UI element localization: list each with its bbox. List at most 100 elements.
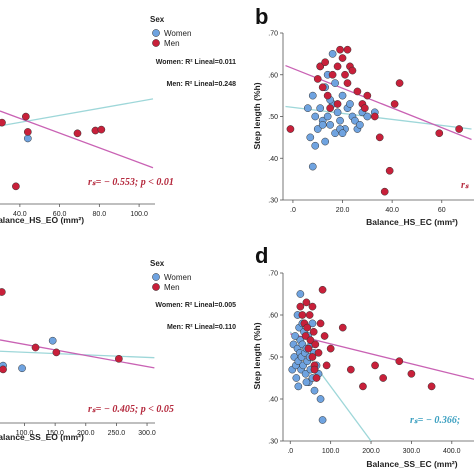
x-tick-label: 100.0: [130, 211, 148, 218]
women-point: [356, 121, 364, 129]
legend-marker-men: [152, 39, 160, 47]
legend-label-men: Men: [164, 39, 180, 48]
legend-marker-women: [152, 29, 160, 37]
men-point: [379, 374, 387, 382]
men-point: [73, 129, 82, 138]
y-tick-label: .60: [268, 313, 278, 320]
women-point: [318, 416, 327, 424]
men-point: [353, 87, 362, 96]
plot-area: [288, 285, 474, 441]
women-point: [351, 116, 359, 125]
legend-label-women: Women: [164, 273, 191, 282]
women-point: [363, 112, 372, 121]
men-point: [303, 323, 312, 332]
men-point: [313, 75, 322, 83]
x-tick-label: 400.0: [443, 448, 461, 455]
men-point: [333, 62, 342, 71]
men-point: [318, 83, 327, 92]
men-point: [395, 357, 404, 366]
men-point: [338, 54, 347, 62]
women-point: [310, 386, 319, 395]
chart-panel-2: .0 20.0 40.0 60 .30 .40 .50 .60 .70 Balance_HS_EC…: [252, 4, 474, 227]
r2-women: Women: R² Lineal=0.011: [156, 59, 236, 66]
x-tick-label: 200.0: [362, 448, 380, 455]
women-point: [311, 141, 320, 150]
x-axis-label: Balance_HS_EO (mm²): [0, 215, 84, 225]
y-tick-label: .50: [268, 355, 278, 362]
plot-area: [0, 288, 155, 374]
men-point: [296, 302, 305, 311]
men-point: [0, 365, 7, 374]
women-point: [308, 319, 317, 328]
men-point: [326, 344, 335, 353]
correlation-annotation: rₛ= − 0.366;: [410, 415, 460, 426]
men-point: [115, 354, 123, 363]
men-point: [343, 45, 352, 54]
men-point: [304, 344, 313, 353]
men-point: [333, 100, 342, 108]
y-tick-label: .30: [268, 198, 278, 205]
women-point: [291, 332, 299, 340]
y-tick-label: .40: [268, 397, 278, 404]
y-tick-label: .60: [268, 72, 278, 79]
y-tick-label: .70: [268, 271, 278, 278]
men-point: [23, 128, 32, 136]
men-point: [336, 45, 344, 54]
men-point: [309, 327, 318, 336]
x-axis-label: Balance_SS_EC (mm²): [366, 459, 457, 469]
r2-men: Men: R² Lineal=0.248: [167, 81, 237, 88]
x-tick-label: 300.0: [403, 448, 421, 455]
men-point: [375, 133, 384, 142]
men-point: [31, 343, 40, 352]
x-tick-label: 40.0: [13, 211, 27, 218]
x-axis-label: Balance_HS_EC (mm²): [366, 217, 458, 227]
women-point: [308, 91, 317, 100]
men-point: [12, 182, 20, 191]
women-point: [338, 129, 347, 138]
men-point: [316, 319, 325, 328]
panel-letter: b: [255, 4, 268, 29]
men-point: [306, 336, 315, 345]
men-point: [385, 166, 394, 175]
men-point: [301, 332, 310, 340]
women-point: [302, 378, 311, 387]
men-point: [52, 348, 61, 357]
legend-title: Sex: [150, 15, 165, 24]
women-fit-line: [285, 105, 472, 130]
men-point: [305, 311, 314, 319]
correlation-annotation: rₛ: [461, 180, 470, 191]
men-point: [341, 70, 349, 79]
y-tick-label: .40: [268, 156, 278, 163]
correlation-annotation: rₛ= − 0.553; p < 0.01: [88, 177, 174, 188]
women-point: [308, 162, 317, 171]
women-point: [294, 382, 303, 391]
men-fit-line: [0, 339, 155, 369]
women-point: [346, 100, 354, 108]
men-point: [427, 382, 436, 391]
women-point: [301, 369, 310, 378]
men-point: [316, 62, 325, 71]
x-tick-label: 250.0: [108, 430, 126, 437]
y-axis-label: Step length (%h): [252, 82, 262, 149]
women-point: [326, 121, 334, 129]
men-point: [321, 58, 330, 67]
women-point: [316, 104, 325, 113]
men-point: [328, 70, 337, 79]
legend-marker-men: [152, 283, 160, 291]
correlation-annotation: rₛ= − 0.405; p < 0.05: [88, 404, 174, 415]
women-point: [328, 50, 337, 58]
men-point: [370, 112, 379, 121]
men-point: [21, 112, 30, 121]
legend-title: Sex: [150, 259, 165, 268]
r2-women: Women: R² Lineal=0.005: [155, 302, 236, 309]
y-tick-label: .50: [268, 114, 278, 121]
men-fit-line: [290, 333, 474, 380]
women-point: [18, 364, 26, 373]
men-point: [0, 288, 6, 296]
women-fit-line: [0, 98, 154, 127]
chart-panel-3: 100.0 150.0 200.0 250.0 300.0 Balance_SS_EO (…: [0, 259, 236, 442]
men-point: [97, 125, 106, 134]
legend-label-women: Women: [164, 29, 191, 38]
men-point: [0, 118, 6, 127]
